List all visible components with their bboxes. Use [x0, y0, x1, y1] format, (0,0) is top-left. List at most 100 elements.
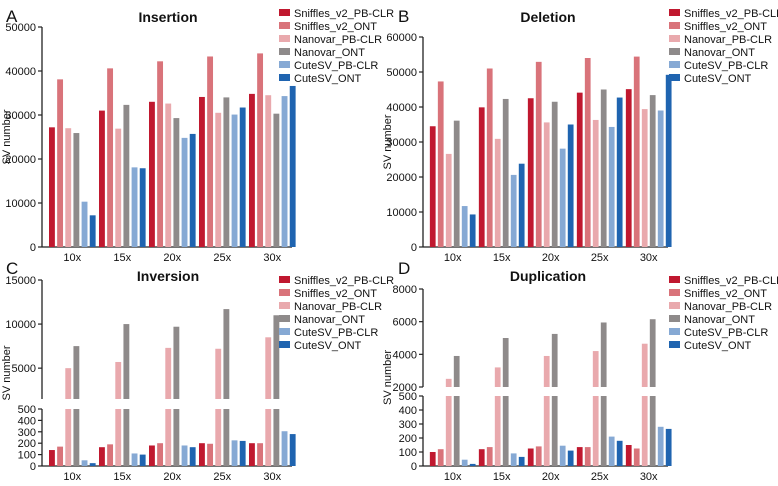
bar-sniffles-v2-ont-10x: [57, 79, 64, 247]
legend-label: Sniffles_v2_ONT: [294, 288, 377, 300]
x-tick-label: 30x: [263, 252, 281, 264]
y-tick-label: 8000: [393, 284, 417, 296]
legend-swatch: [669, 315, 680, 322]
legend-swatch: [279, 302, 290, 309]
legend-swatch: [279, 48, 290, 55]
bar-nanovar-pb-clr-30x: [641, 396, 648, 466]
y-axis-label: SV number: [382, 114, 394, 169]
chart-title: Inversion: [137, 268, 199, 284]
y-tick-label: 10000: [386, 207, 417, 219]
y-tick-label: 50000: [5, 22, 36, 34]
bar-nanovar-pb-clr-30x: [265, 337, 272, 399]
chart-title: Insertion: [138, 9, 197, 25]
bar-cutesv-pb-clr-25x: [231, 114, 238, 247]
y-tick-label: 40000: [386, 102, 417, 114]
bar-nanovar-ont-10x: [73, 409, 80, 466]
bar-nanovar-ont-20x: [173, 118, 180, 247]
legend-label: Sniffles_v2_ONT: [684, 21, 767, 33]
legend-swatch: [669, 302, 680, 309]
panel-letter: C: [6, 259, 18, 278]
bar-sniffles-v2-ont-20x: [535, 61, 542, 247]
bar-sniffles-v2-pb-clr-25x: [576, 447, 583, 466]
bar-nanovar-pb-clr-30x: [641, 343, 648, 387]
y-tick-label: 200: [18, 438, 36, 450]
bar-cutesv-pb-clr-20x: [181, 137, 188, 247]
legend-label: CuteSV_ONT: [684, 340, 752, 352]
panel-letter: A: [6, 7, 18, 26]
bar-sniffles-v2-ont-15x: [107, 444, 114, 466]
bar-nanovar-ont-20x: [551, 333, 558, 387]
x-tick-label: 10x: [444, 252, 462, 264]
bar-sniffles-v2-pb-clr-10x: [429, 126, 436, 247]
bar-nanovar-ont-20x: [551, 101, 558, 247]
y-tick-label: 10000: [5, 198, 36, 210]
bar-nanovar-ont-25x: [223, 409, 230, 466]
bar-nanovar-pb-clr-30x: [265, 95, 272, 247]
bar-nanovar-pb-clr-15x: [115, 361, 122, 399]
bar-nanovar-ont-25x: [600, 322, 607, 387]
bar-nanovar-pb-clr-25x: [592, 119, 599, 247]
x-tick-label: 20x: [163, 471, 181, 481]
bar-cutesv-pb-clr-25x: [231, 440, 238, 466]
bar-nanovar-ont-30x: [649, 319, 656, 387]
bar-cutesv-ont-20x: [189, 133, 196, 247]
bar-sniffles-v2-ont-30x: [257, 53, 264, 248]
bar-nanovar-pb-clr-25x: [215, 348, 222, 399]
legend-swatch: [669, 48, 680, 55]
bar-sniffles-v2-pb-clr-20x: [527, 448, 534, 466]
bar-nanovar-ont-10x: [73, 346, 80, 399]
bar-sniffles-v2-ont-25x: [207, 56, 214, 248]
y-tick-label: 100: [399, 447, 417, 459]
bar-nanovar-ont-10x: [453, 120, 460, 247]
bar-sniffles-v2-pb-clr-25x: [576, 92, 583, 248]
bar-nanovar-pb-clr-10x: [445, 378, 452, 387]
bar-nanovar-ont-20x: [551, 396, 558, 466]
legend-swatch: [279, 341, 290, 348]
x-tick-label: 25x: [213, 252, 231, 264]
bar-nanovar-pb-clr-20x: [543, 122, 550, 247]
legend-label: Sniffles_v2_PB-CLR: [294, 275, 394, 287]
bar-cutesv-ont-25x: [239, 107, 246, 248]
bar-nanovar-ont-30x: [273, 315, 280, 399]
bar-nanovar-pb-clr-25x: [592, 396, 599, 466]
legend-label: Nanovar_ONT: [684, 47, 755, 59]
legend-swatch: [669, 74, 680, 81]
bar-nanovar-pb-clr-20x: [165, 347, 172, 399]
y-tick-label: 0: [30, 242, 36, 254]
legend-label: Nanovar_PB-CLR: [684, 301, 772, 313]
bar-cutesv-ont-10x: [89, 215, 96, 247]
bar-cutesv-pb-clr-30x: [281, 431, 288, 466]
bar-sniffles-v2-pb-clr-30x: [625, 445, 632, 466]
bar-cutesv-pb-clr-10x: [461, 206, 468, 247]
x-tick-label: 25x: [591, 252, 609, 264]
y-tick-label: 500: [399, 391, 417, 403]
bar-nanovar-pb-clr-10x: [65, 409, 72, 466]
bar-cutesv-ont-15x: [139, 454, 146, 466]
bar-nanovar-ont-10x: [453, 396, 460, 466]
legend-label: CuteSV_PB-CLR: [684, 327, 768, 339]
legend-label: Sniffles_v2_ONT: [684, 288, 767, 300]
y-tick-label: 40000: [5, 66, 36, 78]
bar-nanovar-ont-20x: [173, 326, 180, 399]
y-tick-label: 50000: [386, 67, 417, 79]
legend-label: Nanovar_ONT: [684, 314, 755, 326]
bar-cutesv-ont-20x: [567, 124, 574, 247]
y-tick-label: 10000: [5, 319, 36, 331]
bar-sniffles-v2-ont-20x: [157, 61, 164, 247]
legend-swatch: [669, 341, 680, 348]
bar-sniffles-v2-pb-clr-30x: [625, 89, 632, 248]
bar-nanovar-pb-clr-30x: [641, 109, 648, 247]
bar-cutesv-pb-clr-15x: [131, 167, 138, 247]
bar-nanovar-ont-30x: [649, 95, 656, 247]
bar-nanovar-ont-10x: [453, 355, 460, 387]
bar-cutesv-ont-30x: [289, 434, 296, 466]
bar-sniffles-v2-ont-15x: [486, 447, 493, 466]
bar-nanovar-pb-clr-20x: [165, 409, 172, 466]
bar-nanovar-ont-25x: [600, 396, 607, 466]
panel-deletion: B Deletion SV number 0 10000 20000 30000 40000 5…: [382, 7, 778, 264]
bar-sniffles-v2-ont-30x: [257, 443, 264, 466]
x-tick-label: 10x: [63, 252, 81, 264]
legend-swatch: [279, 74, 290, 81]
x-tick-label: 25x: [213, 471, 231, 481]
